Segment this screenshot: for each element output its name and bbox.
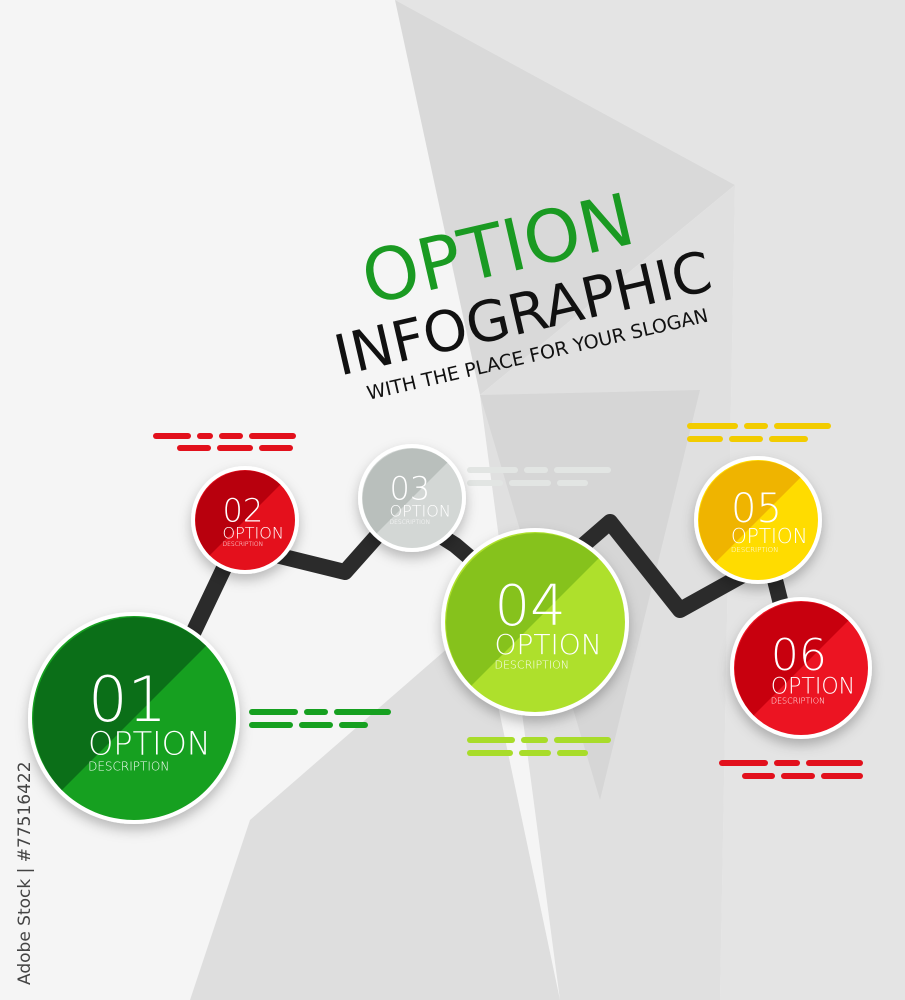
circle-shade bbox=[33, 617, 207, 791]
dashes-red-top bbox=[153, 433, 296, 451]
circle-shade bbox=[734, 601, 849, 716]
dash-decorations bbox=[153, 423, 863, 779]
dashes-grey bbox=[467, 467, 611, 486]
option-description: DESCRIPTION bbox=[223, 541, 264, 548]
dashes-lime bbox=[467, 737, 611, 756]
option-number: 06 bbox=[771, 630, 827, 681]
option-number: 01 bbox=[88, 663, 167, 736]
circle-shade bbox=[698, 460, 801, 563]
circle-shade bbox=[362, 448, 448, 534]
dashes-red-bottom bbox=[719, 760, 863, 779]
watermark-id: Adobe Stock | #77516422 bbox=[15, 761, 35, 985]
circle-shade bbox=[195, 470, 281, 556]
option-label: OPTION bbox=[495, 628, 602, 661]
option-description: DESCRIPTION bbox=[771, 697, 825, 706]
dashes-green bbox=[249, 709, 391, 728]
option-description: DESCRIPTION bbox=[390, 519, 431, 526]
option-description: DESCRIPTION bbox=[88, 759, 169, 773]
option-number: 03 bbox=[390, 470, 431, 508]
option-label: OPTION bbox=[731, 524, 808, 548]
option-description: DESCRIPTION bbox=[495, 659, 569, 672]
option-description: DESCRIPTION bbox=[731, 546, 778, 554]
dashes-yellow bbox=[687, 423, 831, 442]
circle-shade bbox=[446, 533, 599, 686]
option-label: OPTION bbox=[771, 674, 855, 699]
option-number: 02 bbox=[223, 492, 264, 530]
option-label: OPTION bbox=[223, 523, 284, 542]
option-number: 04 bbox=[495, 574, 566, 639]
option-number: 05 bbox=[731, 486, 782, 532]
option-label: OPTION bbox=[88, 725, 211, 763]
option-label: OPTION bbox=[390, 501, 451, 520]
